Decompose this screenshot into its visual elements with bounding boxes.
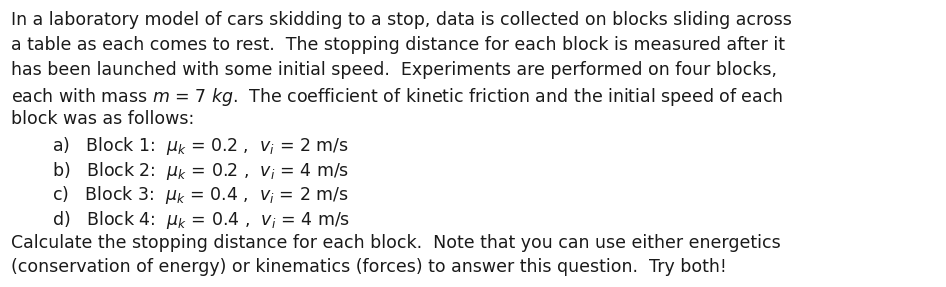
Text: a table as each comes to rest.  The stopping distance for each block is measured: a table as each comes to rest. The stopp… [11,36,785,54]
Text: (conservation of energy) or kinematics (forces) to answer this question.  Try bo: (conservation of energy) or kinematics (… [11,258,727,276]
Text: c)   Block 3:  $\mu_k$ = 0.4 ,  $v_i$ = 2 m/s: c) Block 3: $\mu_k$ = 0.4 , $v_i$ = 2 m/… [52,184,349,206]
Text: In a laboratory model of cars skidding to a stop, data is collected on blocks sl: In a laboratory model of cars skidding t… [11,11,792,30]
Text: a)   Block 1:  $\mu_k$ = 0.2 ,  $v_i$ = 2 m/s: a) Block 1: $\mu_k$ = 0.2 , $v_i$ = 2 m/… [52,135,349,157]
Text: b)   Block 2:  $\mu_k$ = 0.2 ,  $v_i$ = 4 m/s: b) Block 2: $\mu_k$ = 0.2 , $v_i$ = 4 m/… [52,160,349,182]
Text: d)   Block 4:  $\mu_k$ = 0.4 ,  $v_i$ = 4 m/s: d) Block 4: $\mu_k$ = 0.4 , $v_i$ = 4 m/… [52,209,350,231]
Text: has been launched with some initial speed.  Experiments are performed on four bl: has been launched with some initial spee… [11,61,778,79]
Text: block was as follows:: block was as follows: [11,110,195,128]
Text: Calculate the stopping distance for each block.  Note that you can use either en: Calculate the stopping distance for each… [11,234,781,252]
Text: each with mass $m$ = 7 $kg$.  The coefficient of kinetic friction and the initia: each with mass $m$ = 7 $kg$. The coeffic… [11,86,783,108]
